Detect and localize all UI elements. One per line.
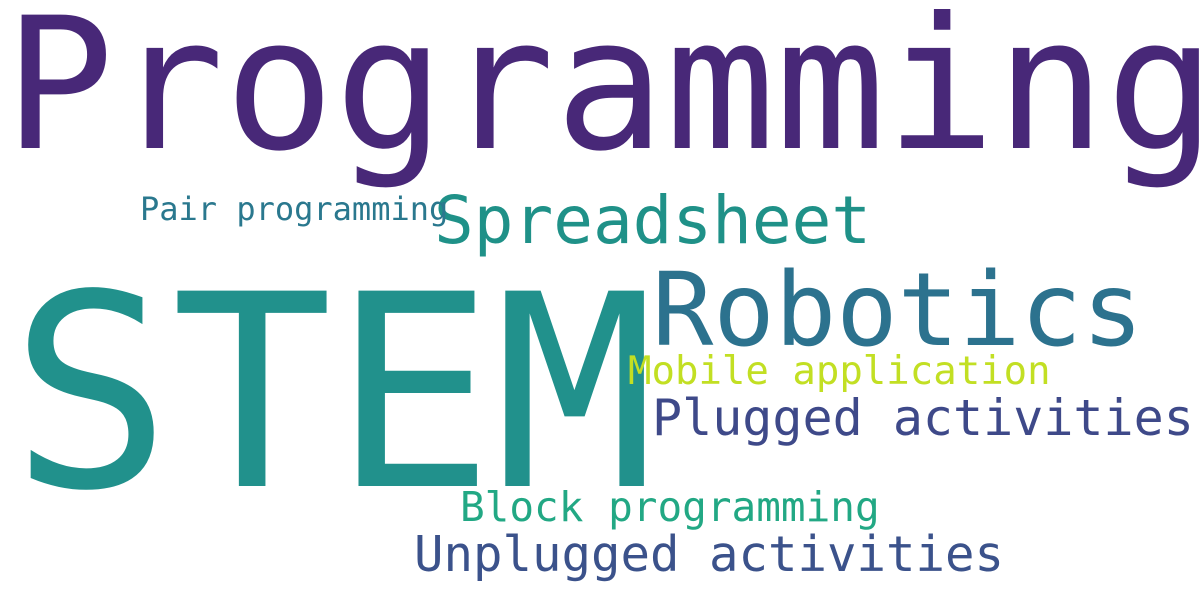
word-unplugged-activities: Unplugged activities bbox=[414, 526, 1005, 583]
word-plugged-activities: Plugged activities bbox=[652, 389, 1194, 447]
word-block-programming: Block programming bbox=[460, 483, 880, 531]
word-pair-programming: Pair programming bbox=[140, 190, 449, 228]
word-stem: STEM bbox=[10, 238, 656, 550]
word-robotics: Robotics bbox=[652, 251, 1144, 370]
word-spreadsheet: Spreadsheet bbox=[434, 182, 872, 259]
word-programming: Programming bbox=[4, 0, 1200, 192]
word-mobile-application: Mobile application bbox=[628, 349, 1051, 394]
